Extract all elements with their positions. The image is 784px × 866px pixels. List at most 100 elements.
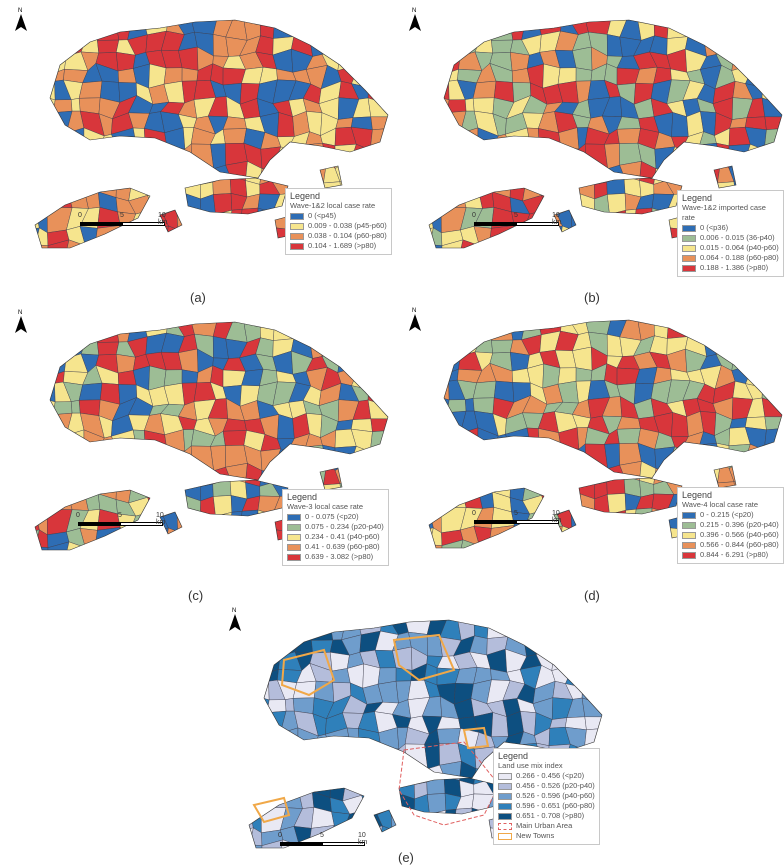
district-region: [84, 179, 101, 194]
choropleth-map: [34, 19, 389, 249]
district-region: [82, 159, 101, 183]
legend-swatch: [287, 533, 301, 541]
legend-item: 0.009 - 0.038 (p45-p60): [290, 221, 387, 231]
district-region: [69, 494, 89, 511]
district-region: [534, 620, 554, 638]
district-region: [176, 547, 201, 550]
district-region: [368, 63, 388, 89]
district-region: [778, 127, 782, 149]
district-region: [571, 258, 594, 260]
district-region: [111, 240, 129, 248]
district-region: [222, 128, 247, 144]
district-region: [434, 143, 446, 164]
legend-swatch: [682, 531, 696, 539]
district-region: [128, 231, 148, 248]
legend-item: New Towns: [498, 831, 595, 841]
district-region: [505, 540, 523, 548]
map-legend: Legend Wave-3 local case rate 0 - 0.075 (<…: [282, 489, 389, 566]
district-region: [144, 225, 169, 248]
district-region: [249, 631, 253, 657]
legend-swatch: [498, 802, 512, 810]
map-legend: Legend Wave-1&2 imported case rate 0 (<p36…: [677, 190, 784, 277]
district-region: [35, 20, 53, 34]
district-region: [429, 46, 452, 73]
legend-label: 0 - 0.215 (<p20): [700, 510, 754, 519]
legend-item: 0.075 - 0.234 (p20-p40): [287, 522, 384, 532]
district-region: [598, 679, 602, 706]
district-region: [452, 830, 480, 848]
district-region: [583, 620, 602, 633]
district-region: [339, 31, 355, 55]
district-region: [359, 746, 382, 770]
district-region: [395, 760, 415, 785]
district-region: [665, 164, 689, 186]
district-region: [212, 477, 232, 497]
district-region: [311, 745, 334, 764]
legend-item: 0.41 - 0.639 (p60-p80): [287, 542, 384, 552]
district-region: [82, 450, 101, 470]
district-region: [686, 20, 707, 37]
district-region: [429, 363, 435, 387]
district-region: [600, 649, 602, 670]
district-region: [429, 331, 433, 357]
district-region: [501, 858, 524, 860]
district-region: [608, 510, 627, 532]
district-region: [350, 32, 377, 55]
district-region: [346, 727, 360, 753]
district-region: [334, 144, 357, 169]
district-region: [35, 414, 54, 433]
district-region: [422, 857, 440, 860]
district-region: [147, 484, 166, 499]
legend-swatch: [682, 511, 696, 519]
district-region: [473, 240, 492, 248]
district-region: [35, 177, 52, 197]
district-region: [128, 533, 148, 550]
legend-label: 0.188 - 1.386 (>p80): [700, 263, 769, 272]
district-region: [95, 542, 117, 550]
district-region: [82, 148, 101, 168]
legend-title: Legend: [287, 492, 318, 502]
legend-swatch: [682, 224, 696, 232]
district-region: [160, 560, 183, 562]
district-region: [259, 20, 275, 39]
legend-label: 0 (<p36): [700, 223, 729, 232]
district-region: [564, 632, 591, 655]
district-region: [553, 146, 580, 170]
map-legend: Legend Wave-4 local case rate 0 - 0.215 (<…: [677, 487, 784, 564]
district-region: [249, 778, 253, 798]
district-region: [761, 97, 782, 118]
district-region: [430, 194, 442, 214]
district-region: [35, 546, 49, 550]
district-region: [80, 32, 99, 54]
district-region: [598, 727, 602, 749]
district-region: [261, 839, 284, 848]
district-region: [47, 130, 67, 149]
district-region: [337, 50, 361, 71]
district-region: [762, 63, 782, 89]
district-region: [370, 163, 387, 185]
district-region: [384, 429, 388, 451]
district-region: [590, 527, 610, 547]
district-region: [520, 242, 547, 248]
district-region: [208, 559, 226, 562]
scale-tick-label: 5: [120, 212, 124, 219]
district-region: [744, 351, 771, 365]
scale-tick-label: 0: [78, 212, 82, 219]
district-region: [430, 494, 442, 514]
district-region: [429, 346, 452, 373]
legend-label: 0.064 - 0.188 (p60-p80): [700, 253, 779, 262]
district-region: [35, 480, 39, 500]
district-region: [145, 146, 168, 170]
district-region: [443, 809, 457, 832]
district-region: [429, 46, 433, 69]
district-region: [82, 20, 99, 41]
north-label: N: [18, 8, 23, 14]
district-region: [539, 446, 562, 470]
scale-tick-label: 5: [514, 212, 518, 219]
district-region: [779, 465, 782, 485]
district-region: [82, 322, 99, 343]
district-region: [510, 463, 529, 482]
district-region: [433, 81, 450, 101]
district-region: [590, 557, 602, 560]
scale-tick-label: 5: [320, 832, 324, 839]
